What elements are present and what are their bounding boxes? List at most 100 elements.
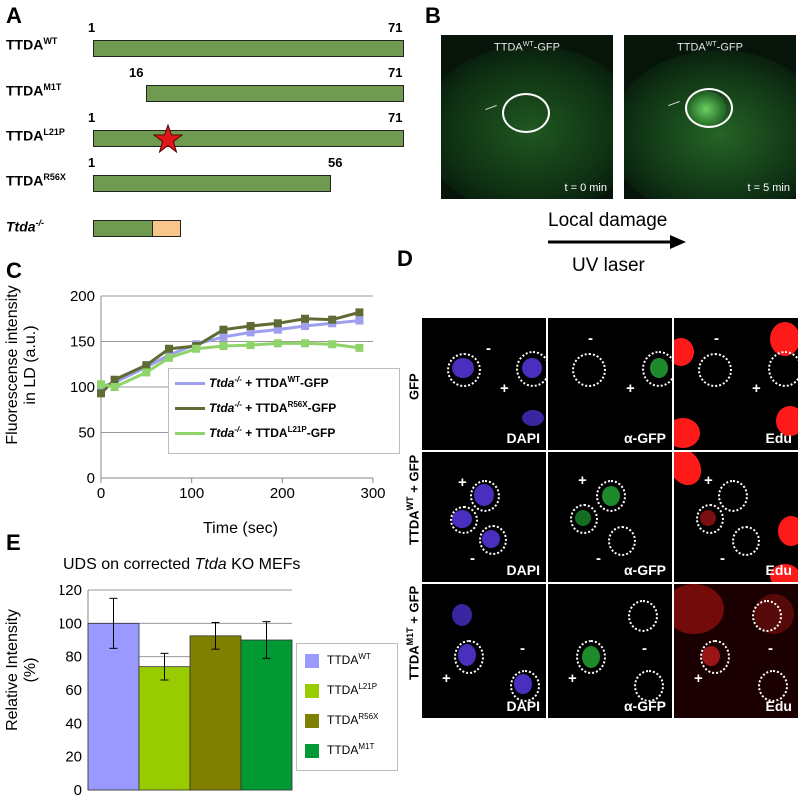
bar-0: [87, 622, 140, 791]
minus-sign: -: [520, 640, 525, 657]
y-tick-label: 150: [70, 334, 95, 351]
cell-circle: [576, 640, 606, 674]
panel-e-letter: E: [6, 530, 21, 555]
legend-label-wt: TTDAWT: [327, 652, 371, 667]
data-point: [246, 322, 255, 331]
row-label-ttda-wt: TTDAWT + GFP: [405, 454, 422, 545]
construct-bar-l21p: [93, 130, 404, 147]
construct-label-l21p: TTDAL21P: [6, 127, 65, 144]
cell-circle: [642, 351, 672, 387]
plus-sign: +: [704, 472, 713, 489]
data-point: [355, 308, 364, 317]
cell-circle: [479, 525, 507, 555]
mutation-star-icon: [153, 124, 183, 154]
y-tick-label: 0: [87, 470, 95, 487]
construct-label-wt: TTDAWT: [6, 36, 58, 53]
cell-circle: [718, 480, 748, 512]
x-tick-label: 0: [97, 485, 105, 502]
cell-label-dapi: DAPI: [506, 698, 540, 714]
cell-label-agfp: α-GFP: [623, 430, 666, 446]
y-tick-label: 50: [78, 425, 95, 442]
image-ttda-m1t-edu: + - Edu: [674, 584, 798, 718]
right-arrow-icon: [548, 235, 686, 249]
panel-d-letter: D: [397, 246, 413, 271]
micrograph-t0: TTDAWT-GFP t = 0 min: [441, 35, 613, 199]
cell-circle: [450, 506, 478, 534]
construct-bar-m1t: [146, 85, 404, 102]
minus-sign: -: [596, 550, 601, 567]
cell-label-agfp: α-GFP: [623, 562, 666, 578]
legend-label-wt: Ttda-/- + TTDAWT-GFP: [209, 375, 329, 390]
minus-sign: -: [486, 340, 491, 357]
data-point: [110, 383, 119, 391]
construct-end-r56x: 56: [328, 155, 343, 170]
arrow-label-bottom: UV laser: [572, 255, 645, 276]
image-ttda-m1t-dapi: + - DAPI: [422, 584, 546, 718]
cell-label-edu: Edu: [765, 698, 792, 714]
construct-bar-ko-tail: [152, 220, 181, 237]
data-point: [246, 341, 255, 350]
cell-circle: [510, 670, 540, 702]
cell-circle: [700, 640, 730, 674]
plus-sign: +: [500, 380, 509, 397]
construct-end-wt: 71: [388, 20, 403, 35]
micrograph-title: TTDAWT-GFP: [677, 41, 743, 54]
y-tick-label: 80: [65, 649, 82, 666]
cell-label-dapi: DAPI: [506, 562, 540, 578]
data-point: [97, 380, 105, 389]
cell-circle: [698, 353, 732, 387]
bar-3: [240, 639, 293, 791]
image-gfp-dapi: - + DAPI: [422, 318, 546, 450]
time-label: t = 0 min: [564, 182, 608, 194]
plus-sign: +: [578, 472, 587, 489]
legend-swatch-wt: [305, 654, 319, 668]
construct-label-ko: Ttda-/-: [6, 218, 45, 235]
image-gfp-edu: - + Edu: [674, 318, 798, 450]
bar-1: [138, 666, 191, 791]
x-tick-label: 300: [360, 485, 385, 502]
legend-swatch-r56x: [175, 407, 205, 410]
y-tick-label: 0: [74, 782, 82, 799]
cell-label-dapi: DAPI: [506, 430, 540, 446]
data-point: [301, 322, 309, 331]
construct-bar-wt: [93, 40, 404, 57]
plus-sign: +: [442, 670, 451, 687]
construct-bar-r56x: [93, 175, 331, 192]
plus-sign: +: [568, 670, 577, 687]
data-point: [142, 368, 151, 377]
data-point: [246, 328, 255, 337]
data-point: [301, 339, 309, 348]
construct-start-r56x: 1: [88, 155, 96, 170]
image-ttda-m1t-agfp: + - α-GFP: [548, 584, 672, 718]
legend-label-r56x: Ttda-/- + TTDAR56X-GFP: [209, 400, 337, 415]
bar-2: [189, 635, 242, 791]
micrograph-title: TTDAWT-GFP: [494, 41, 560, 54]
cell-circle: [768, 351, 798, 387]
micrograph-t5: TTDAWT-GFP t = 5 min: [624, 35, 796, 199]
plus-sign: +: [752, 380, 761, 397]
plus-sign: +: [694, 670, 703, 687]
legend-label-m1t: TTDAM1T: [327, 742, 375, 757]
cell-circle: [732, 526, 760, 556]
image-ttda-wt-dapi: + - DAPI: [422, 452, 546, 582]
cell-circle: [608, 526, 636, 556]
construct-bar-ko: [93, 220, 153, 237]
construct-start-wt: 1: [88, 20, 96, 35]
y-tick-label: 100: [70, 379, 95, 396]
legend-label-r56x: TTDAR56X: [327, 712, 379, 727]
construct-start-l21p: 1: [88, 110, 96, 125]
data-point: [219, 325, 228, 334]
data-point: [142, 361, 151, 370]
data-point: [97, 389, 105, 398]
cell-circle: [516, 351, 546, 387]
cell-circle: [752, 600, 782, 632]
time-label: t = 5 min: [747, 182, 791, 194]
cell-circle: [570, 504, 598, 534]
y-tick-label: 20: [65, 749, 82, 766]
y-tick-label: 100: [60, 615, 82, 632]
minus-sign: -: [642, 640, 647, 657]
cell-circle: [696, 504, 724, 534]
cell-circle: [572, 353, 606, 387]
panel-b-letter: B: [425, 3, 441, 28]
cell-label-edu: Edu: [765, 562, 792, 578]
